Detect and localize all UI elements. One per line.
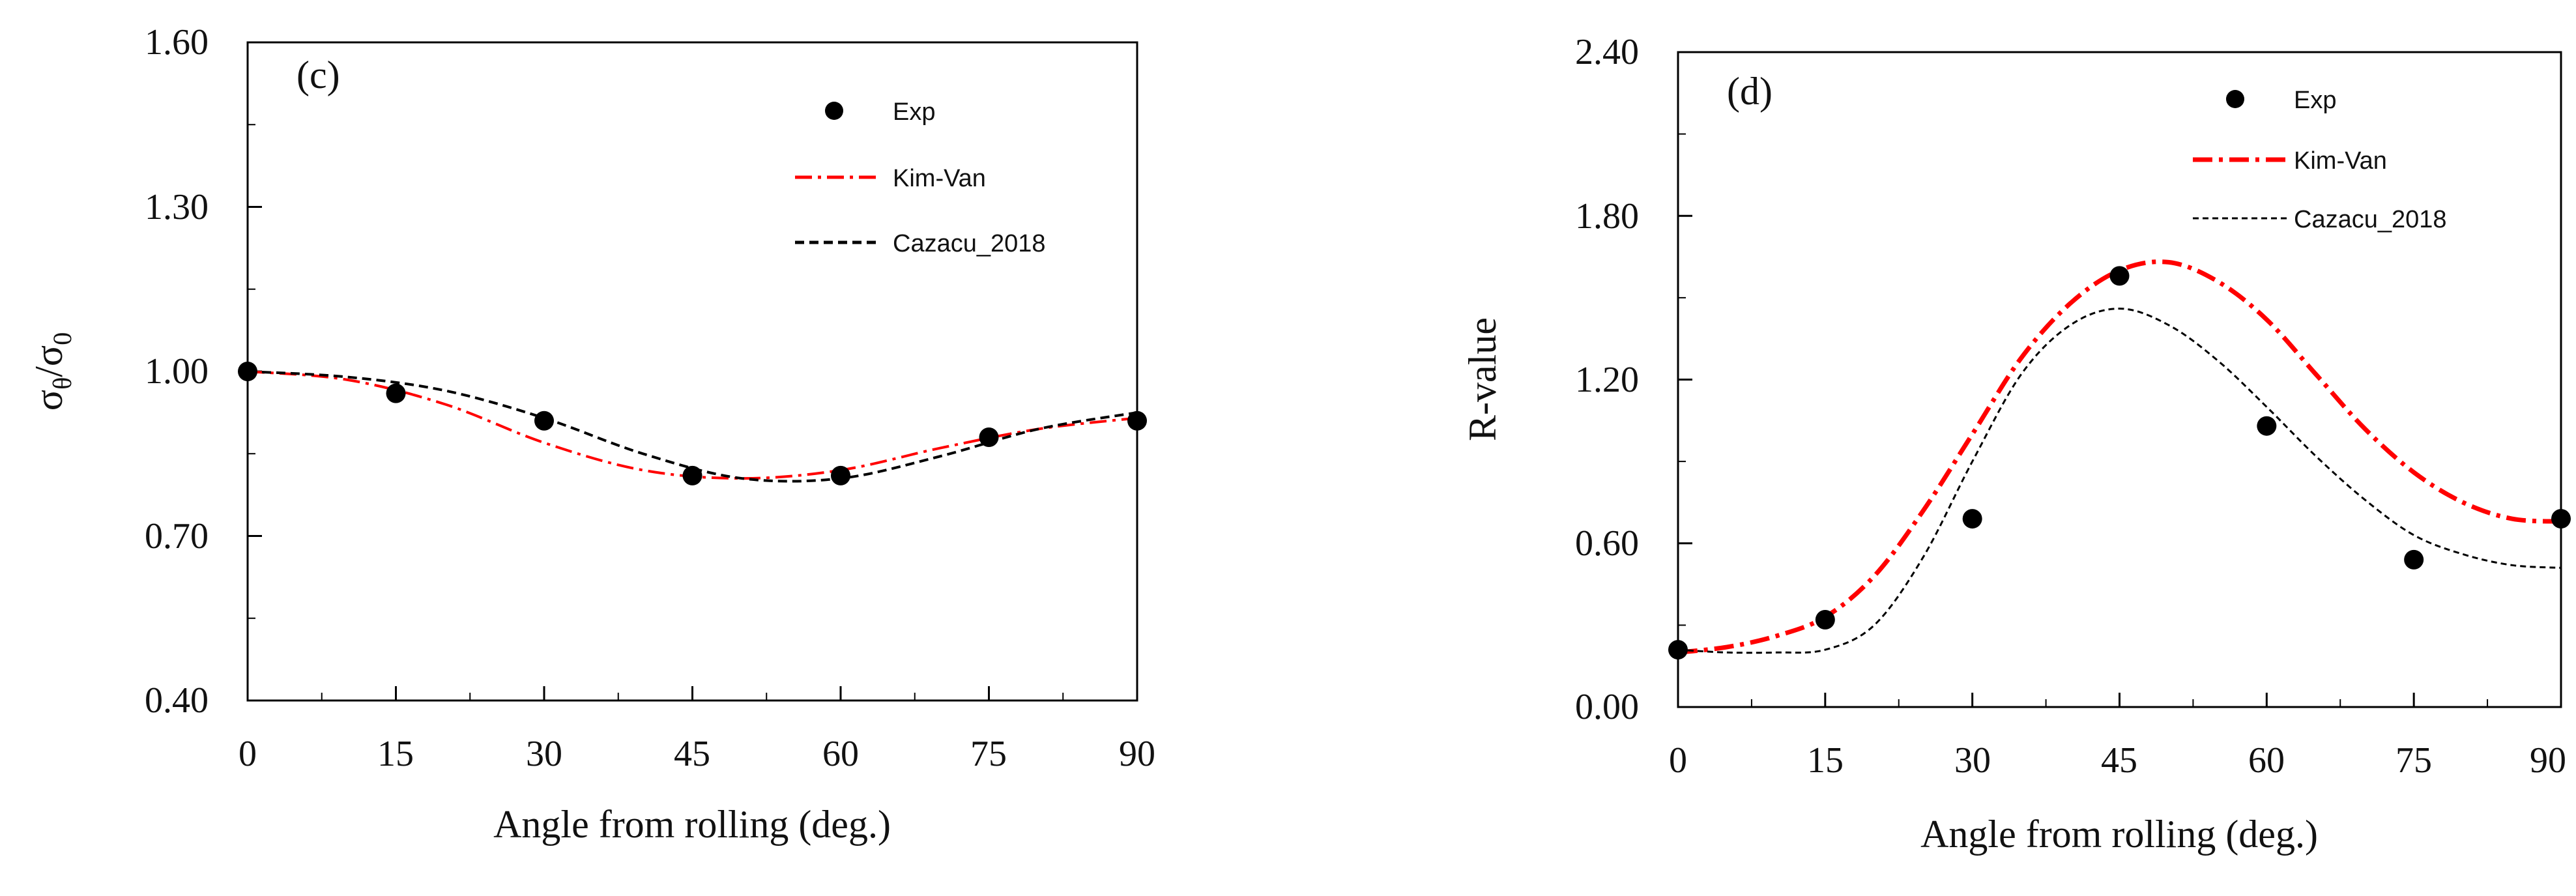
- panel-label-c: (c): [297, 53, 340, 96]
- kim-van-curve-c: [247, 370, 1138, 480]
- legend-label-d-kimvan: Kim-Van: [2294, 147, 2387, 175]
- ytick-label-d-0: 0.00: [1575, 687, 1639, 727]
- exp-point-d-2: [1962, 509, 1982, 529]
- plot-frame-c: [246, 41, 1138, 702]
- exp-point-d-4: [2257, 416, 2277, 436]
- xtick-label-c-5: 75: [970, 734, 1007, 774]
- xtick-label-d-4: 60: [2248, 740, 2285, 781]
- legend-d: Exp Kim-Van Cazacu_2018: [2193, 87, 2447, 233]
- ytick-label-c-3: 1.30: [145, 187, 209, 227]
- xtick-label-d-0: 0: [1669, 740, 1687, 781]
- ytick-label-d-2: 1.20: [1575, 360, 1639, 400]
- tick-marks-d: [1677, 51, 2562, 708]
- ytick-label-c-4: 1.60: [145, 22, 209, 63]
- xtick-label-c-6: 90: [1119, 734, 1155, 774]
- y-axis-title-c-mid: /σ: [27, 345, 70, 377]
- xtick-label-c-2: 30: [526, 734, 562, 774]
- panel-label-d: (d): [1727, 70, 1773, 113]
- cazacu-2018-curve-c: [247, 370, 1138, 483]
- legend-marker-d-exp: [2226, 90, 2244, 108]
- tick-marks-c: [246, 41, 1138, 702]
- curves-c: [247, 370, 1138, 483]
- exp-point-d-3: [2109, 266, 2130, 286]
- panel-c: (c) 0.40 0.70 1.00 1.30 1.60 0 15 30 45 …: [27, 22, 1155, 846]
- exp-point-d-0: [1668, 640, 1688, 660]
- x-axis-title-c: Angle from rolling (deg.): [493, 803, 891, 846]
- ytick-label-d-3: 1.80: [1575, 196, 1639, 237]
- xtick-label-c-0: 0: [239, 734, 257, 774]
- ytick-label-d-1: 0.60: [1575, 523, 1639, 564]
- y-axis-title-c: σθ/σ0: [27, 332, 77, 411]
- exp-point-d-5: [2404, 549, 2424, 570]
- legend-label-c-exp: Exp: [893, 98, 935, 126]
- points-d: [1668, 266, 2571, 660]
- xtick-label-d-1: 15: [1807, 740, 1844, 781]
- exp-point-d-1: [1815, 610, 1835, 629]
- xtick-label-d-5: 75: [2395, 740, 2432, 781]
- exp-point-c-1: [386, 383, 406, 403]
- exp-point-c-4: [831, 465, 850, 485]
- ytick-label-c-1: 0.70: [145, 516, 209, 556]
- points-c: [238, 362, 1147, 485]
- xtick-label-d-3: 45: [2101, 740, 2137, 781]
- xtick-label-c-1: 15: [377, 734, 414, 774]
- legend-label-d-exp: Exp: [2294, 87, 2336, 114]
- exp-point-c-3: [682, 465, 702, 485]
- xtick-label-c-3: 45: [674, 734, 710, 774]
- curves-d: [1677, 259, 2562, 655]
- ytick-label-c-0: 0.40: [145, 680, 209, 721]
- ytick-label-c-2: 1.00: [145, 351, 209, 392]
- cazacu-2018-curve-d: [1677, 308, 2562, 654]
- y-axis-title-c-main: σ: [27, 390, 70, 411]
- exp-point-c-5: [979, 427, 999, 447]
- y-axis-title-c-sub1: θ: [48, 377, 77, 390]
- xtick-label-d-2: 30: [1954, 740, 1991, 781]
- xtick-label-d-6: 90: [2530, 740, 2566, 781]
- exp-point-c-6: [1127, 411, 1147, 431]
- x-axis-title-d: Angle from rolling (deg.): [1920, 813, 2318, 856]
- xtick-label-c-4: 60: [822, 734, 859, 774]
- exp-point-c-0: [238, 362, 257, 381]
- legend-label-c-cazacu: Cazacu_2018: [893, 230, 1046, 257]
- exp-point-d-6: [2551, 509, 2571, 529]
- ytick-label-d-4: 2.40: [1575, 32, 1639, 72]
- panel-d: (d) 0.00 0.60 1.20 1.80 2.40 0 15 30 45 …: [1461, 32, 2571, 856]
- legend-c: Exp Kim-Van Cazacu_2018: [795, 98, 1046, 257]
- y-axis-title-d: R-value: [1461, 317, 1504, 441]
- plot-frame-d: [1677, 51, 2562, 708]
- kim-van-curve-d: [1677, 259, 2562, 655]
- y-axis-title-c-sub2: 0: [48, 332, 77, 345]
- exp-point-c-2: [534, 411, 554, 431]
- legend-marker-c-exp: [825, 102, 843, 120]
- legend-label-d-cazacu: Cazacu_2018: [2294, 206, 2447, 233]
- legend-label-c-kimvan: Kim-Van: [893, 165, 986, 192]
